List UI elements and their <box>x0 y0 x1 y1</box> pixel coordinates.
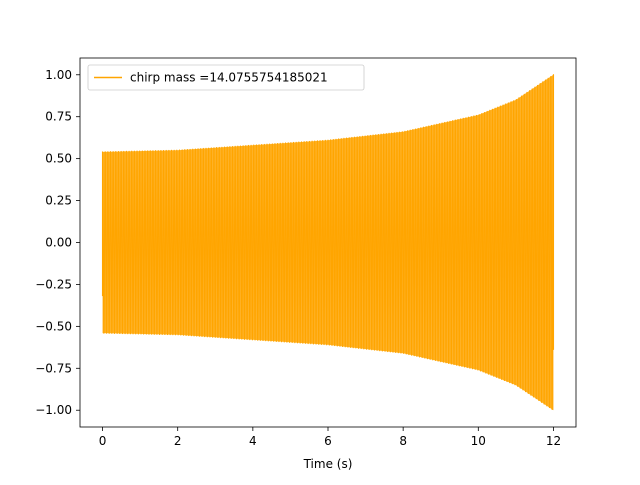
legend-box <box>87 64 365 91</box>
y-tick-label: 0.25 <box>45 194 72 208</box>
x-tick-label: 12 <box>546 434 561 448</box>
y-tick-label: 0.75 <box>45 110 72 124</box>
x-tick-label: 0 <box>99 434 107 448</box>
x-tick-label: 10 <box>471 434 486 448</box>
legend-series-label: chirp mass =14.0755754185021 <box>130 71 328 85</box>
y-tick-label: 0.50 <box>45 152 72 166</box>
series-line <box>101 74 555 410</box>
x-tick-label: 4 <box>249 434 257 448</box>
y-axis: −1.00 −0.75 −0.50 −0.25 0.00 0.25 0.50 0.75 1.00 <box>35 68 80 417</box>
x-tick-label: 2 <box>174 434 182 448</box>
x-tick-label: 8 <box>399 434 407 448</box>
y-tick-label: 1.00 <box>45 68 72 82</box>
legend: chirp mass =14.0755754185021 <box>87 64 365 91</box>
x-axis-label: Time (s) <box>303 457 353 471</box>
y-tick-label: 0.00 <box>45 236 72 250</box>
y-tick-label: −0.25 <box>35 277 72 291</box>
y-tick-label: −1.00 <box>35 403 72 417</box>
x-axis: 0 2 4 6 8 10 12 <box>99 427 561 448</box>
series-layer <box>101 74 555 411</box>
y-tick-label: −0.75 <box>35 361 72 375</box>
x-tick-label: 6 <box>324 434 332 448</box>
y-tick-label: −0.50 <box>35 319 72 333</box>
